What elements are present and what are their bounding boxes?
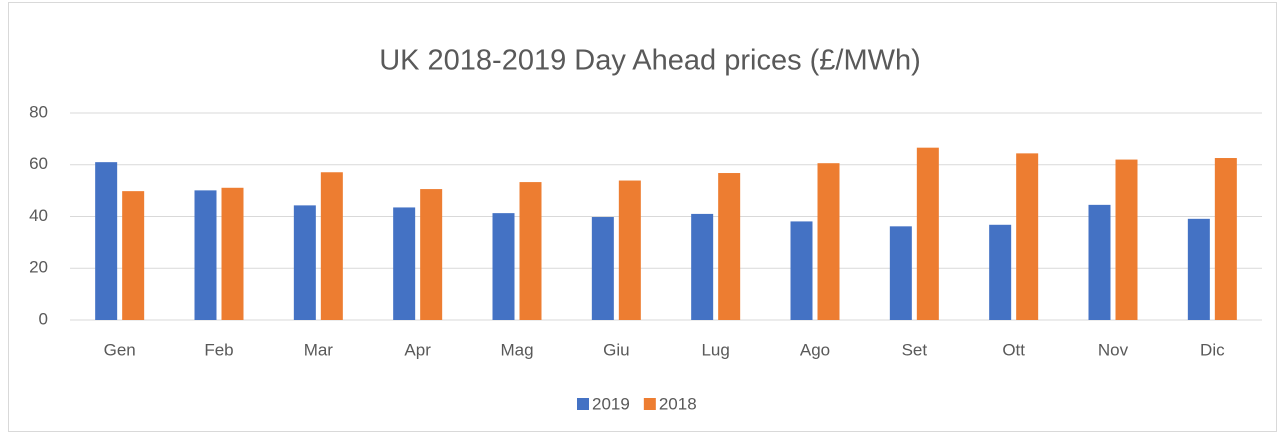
- bar: [1115, 159, 1138, 320]
- bar: [1016, 153, 1039, 320]
- y-tick-label: 40: [29, 206, 48, 225]
- x-tick-label: Apr: [404, 340, 431, 359]
- y-tick-label: 0: [39, 309, 48, 328]
- x-tick-label: Ago: [800, 340, 830, 359]
- bar: [293, 205, 316, 320]
- y-tick-label: 20: [29, 258, 48, 277]
- bar: [1088, 204, 1111, 320]
- legend-swatch: [577, 398, 589, 410]
- legend-label: 2018: [659, 394, 697, 413]
- bar: [591, 217, 614, 320]
- x-tick-label: Feb: [204, 340, 233, 359]
- chart-title: UK 2018-2019 Day Ahead prices (£/MWh): [379, 45, 921, 77]
- bar: [790, 221, 813, 320]
- x-tick-label: Dic: [1200, 340, 1225, 359]
- x-tick-label: Ott: [1002, 340, 1025, 359]
- bar: [889, 226, 912, 320]
- bar: [1214, 158, 1237, 320]
- bar: [122, 191, 145, 320]
- bar: [420, 189, 443, 320]
- bar: [95, 162, 118, 320]
- x-tick-label: Set: [902, 340, 928, 359]
- bar: [221, 187, 244, 320]
- bar: [492, 213, 515, 320]
- bar: [989, 224, 1012, 320]
- x-tick-label: Giu: [603, 340, 629, 359]
- x-tick-label: Gen: [104, 340, 136, 359]
- x-tick-label: Mar: [304, 340, 334, 359]
- bar: [393, 207, 416, 320]
- x-tick-label: Nov: [1098, 340, 1129, 359]
- legend-swatch: [643, 398, 656, 410]
- bar: [618, 180, 641, 320]
- bar: [817, 163, 840, 320]
- x-tick-label: Lug: [701, 340, 729, 359]
- bar: [519, 182, 542, 320]
- bar: [320, 172, 343, 320]
- x-tick-label: Mag: [500, 340, 533, 359]
- legend-label: 2019: [592, 394, 630, 413]
- y-tick-label: 60: [29, 154, 48, 173]
- bar: [718, 173, 741, 320]
- bar: [916, 147, 939, 320]
- bar: [691, 213, 714, 320]
- y-tick-label: 80: [29, 102, 48, 121]
- bar: [194, 190, 217, 320]
- bar: [1187, 218, 1210, 320]
